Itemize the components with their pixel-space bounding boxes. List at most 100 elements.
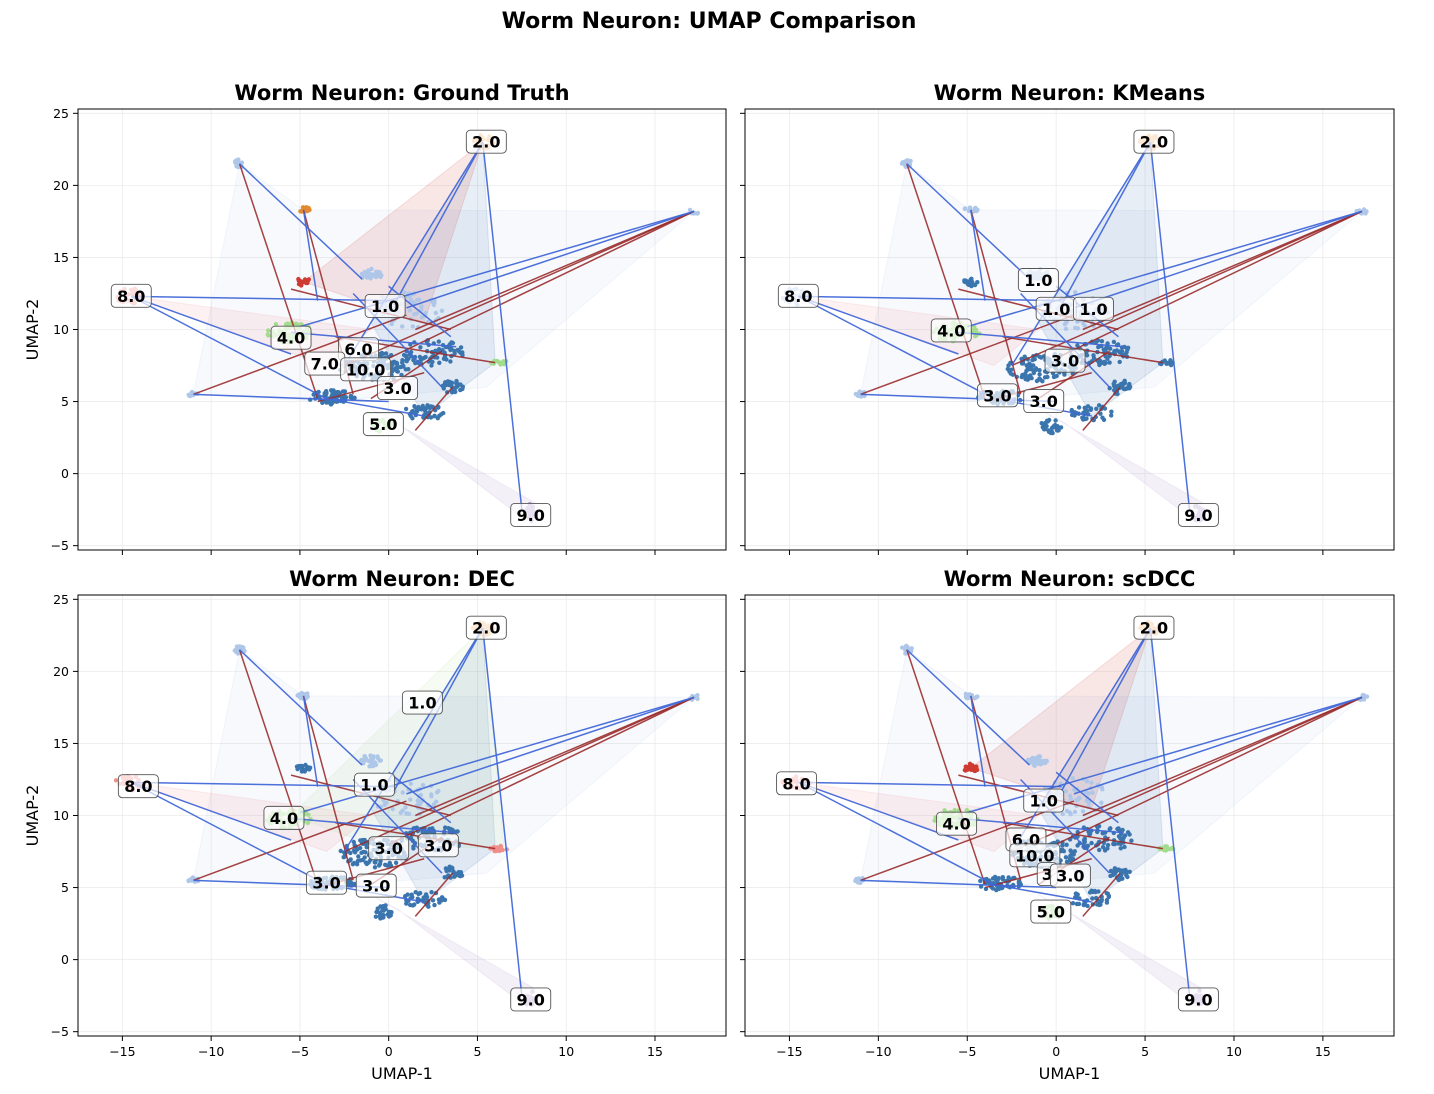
cluster-label-box xyxy=(465,615,507,640)
data-point xyxy=(187,392,192,398)
data-point xyxy=(1100,787,1105,792)
umap-panel: −5 0 5 10 15 20 25 Worm Neuron: Ground Truth UMA… xyxy=(23,81,727,555)
data-point xyxy=(1363,211,1368,216)
data-point xyxy=(1118,382,1123,387)
edge-line xyxy=(130,295,327,400)
cluster-label-text: 1.0 xyxy=(371,297,399,316)
data-point xyxy=(1062,372,1067,377)
cluster-label-box xyxy=(362,412,404,437)
data-point xyxy=(1076,405,1082,410)
data-point xyxy=(434,790,440,795)
x-tick-label: 5 xyxy=(1141,1044,1149,1059)
data-point xyxy=(373,860,378,865)
data-point xyxy=(413,890,418,895)
data-point xyxy=(1093,889,1098,894)
data-point xyxy=(407,308,412,313)
data-point xyxy=(1063,855,1069,860)
data-point xyxy=(1054,373,1059,379)
data-point xyxy=(375,906,380,911)
cluster-label-text: 2.0 xyxy=(472,133,500,152)
data-point xyxy=(420,782,426,788)
edge-line xyxy=(388,696,695,845)
data-point xyxy=(695,211,700,216)
data-point xyxy=(442,897,448,903)
edge-line xyxy=(482,142,523,510)
data-point xyxy=(418,345,423,350)
data-point xyxy=(432,902,437,908)
cluster-label: 9.0 xyxy=(510,987,552,1012)
data-point xyxy=(1075,343,1080,348)
data-point xyxy=(1084,779,1090,784)
data-point xyxy=(307,765,313,770)
cluster-label-box xyxy=(1073,296,1114,321)
edge-line xyxy=(958,331,1124,348)
cluster-label: 3.0 xyxy=(306,870,347,895)
data-point xyxy=(378,758,383,763)
data-point xyxy=(453,389,458,395)
data-point xyxy=(1073,325,1078,331)
data-point xyxy=(390,362,395,367)
data-point xyxy=(367,764,372,769)
edge-line xyxy=(1082,386,1121,431)
data-point xyxy=(1109,409,1114,414)
data-point xyxy=(456,349,462,354)
data-point xyxy=(358,838,363,843)
edge-line xyxy=(388,771,452,824)
data-point xyxy=(432,300,437,306)
data-point xyxy=(403,367,408,372)
cluster-hull xyxy=(302,140,484,323)
data-point xyxy=(1105,842,1111,848)
y-tick-label: 0 xyxy=(61,952,69,967)
data-point xyxy=(1112,841,1118,847)
data-point xyxy=(494,848,499,854)
data-point xyxy=(1099,800,1104,805)
data-point xyxy=(1060,843,1065,848)
edge-line xyxy=(343,627,484,852)
data-point xyxy=(266,328,271,333)
data-point xyxy=(1045,418,1050,423)
data-point xyxy=(448,359,453,364)
x-tick-label: −5 xyxy=(958,1044,976,1059)
cluster-label-box xyxy=(354,772,395,797)
edge-line xyxy=(1149,142,1191,510)
y-tick-label: 20 xyxy=(53,664,69,679)
data-point xyxy=(1122,844,1127,850)
cluster-label-box xyxy=(377,376,419,401)
data-point xyxy=(306,277,311,282)
data-point xyxy=(299,690,305,696)
cluster-label: 3.0 xyxy=(368,836,410,861)
data-point xyxy=(1119,351,1124,357)
data-point xyxy=(1084,353,1090,358)
data-point xyxy=(422,407,428,412)
data-point xyxy=(1037,368,1042,373)
data-point xyxy=(400,324,405,329)
data-point xyxy=(370,272,375,277)
edge-line xyxy=(1060,141,1152,306)
data-point xyxy=(1068,848,1073,853)
data-point xyxy=(1118,836,1123,841)
cluster-label: 9.0 xyxy=(1177,502,1219,527)
data-point xyxy=(1022,354,1027,359)
data-point xyxy=(1167,847,1172,852)
data-point xyxy=(360,273,365,278)
cluster-label: 3.0 xyxy=(1049,863,1091,888)
data-point xyxy=(285,321,290,326)
edge-line xyxy=(131,295,292,355)
data-point xyxy=(443,825,448,830)
data-point xyxy=(273,322,279,327)
cluster-label: 3.0 xyxy=(1044,348,1086,373)
data-point xyxy=(359,850,364,855)
data-point xyxy=(408,797,413,802)
data-point xyxy=(1024,363,1029,368)
data-point xyxy=(415,798,420,803)
cluster-label-text: 3.0 xyxy=(1056,867,1084,886)
data-point xyxy=(449,340,454,345)
cluster-label-box xyxy=(263,805,305,830)
data-point xyxy=(394,360,399,366)
data-point xyxy=(1042,422,1047,428)
y-tick-label: −5 xyxy=(51,1024,69,1039)
edge-line xyxy=(797,295,995,400)
data-point xyxy=(351,848,357,853)
data-point xyxy=(1085,903,1090,909)
